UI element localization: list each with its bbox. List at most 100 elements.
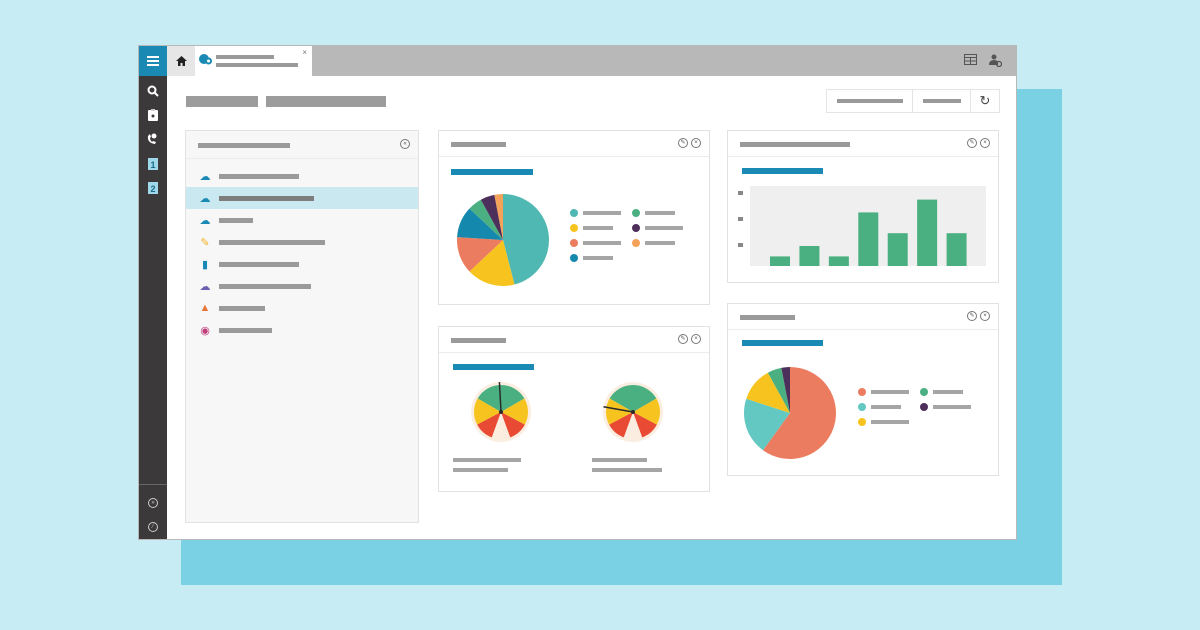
widget-bar-chart: ✎ × [727,130,999,283]
clipboard-icon [148,109,158,121]
list-item[interactable]: ▲ [186,297,418,319]
legend-item [570,254,632,262]
collapse-button[interactable]: » [139,491,167,515]
widget-header: ✎ × [728,304,998,330]
edit-widget-button[interactable]: ✎ [967,138,977,148]
legend-swatch [858,403,866,411]
pie-slice[interactable] [762,367,836,459]
bar[interactable] [946,233,967,266]
action-buttons: ↻ [826,89,1000,113]
collapse-panel-button[interactable]: « [400,139,410,149]
pie-slice[interactable] [457,208,503,240]
widget-title [740,142,850,147]
calendar-2-button[interactable]: 2 [139,175,167,199]
tab-close-button[interactable]: × [302,48,307,57]
compass-button[interactable]: ⁄ [139,515,167,539]
list-item[interactable]: ✎ [186,231,418,253]
close-widget-button[interactable]: × [980,138,990,148]
pie-slice[interactable] [746,372,790,413]
action-button-1[interactable] [827,90,913,112]
list-item[interactable]: ◉ [186,319,418,341]
compass-icon: ⁄ [148,522,158,532]
page-title [186,96,386,107]
pie-slice[interactable] [767,367,790,413]
edit-widget-button[interactable]: ✎ [967,311,977,321]
widget-header: ✎ × [439,327,709,353]
legend-swatch [920,388,928,396]
bar[interactable] [887,233,908,266]
gauge-1-caption-1 [453,458,521,462]
list-item[interactable]: ☁ [186,209,418,231]
legend-item [632,239,694,247]
search-button[interactable] [139,79,167,103]
bar[interactable] [828,256,849,266]
legend-item [858,418,920,426]
pie-slice[interactable] [480,194,503,240]
widget-title [451,338,506,343]
clipboard-button[interactable] [139,103,167,127]
calendar-1-button[interactable]: 1 [139,151,167,175]
close-widget-button[interactable]: × [691,138,701,148]
list-item[interactable]: ☁ [186,275,418,297]
widget-header: ✎ × [728,131,998,157]
pie-slice[interactable] [744,398,790,451]
list-item[interactable]: ▮ [186,253,418,275]
menu-button[interactable] [139,46,167,76]
legend-label [871,405,901,409]
pie-legend [858,388,982,426]
action-button-2-label [922,99,961,103]
legend-label [645,226,683,230]
pie-slice[interactable] [494,194,503,240]
pie-slice[interactable] [781,367,790,413]
search-icon [147,85,159,97]
legend-label [583,256,613,260]
legend-label [645,241,675,245]
legend-item [858,388,920,396]
legend-label [933,390,963,394]
legend-item [632,224,694,232]
widget-pie-chart-2: ✎ × [727,303,999,476]
pie-slice[interactable] [503,194,549,285]
legend-swatch [570,224,578,232]
refresh-button[interactable]: ↻ [971,90,999,112]
cloud-icon [199,54,212,65]
edit-widget-button[interactable]: ✎ [678,334,688,344]
list-item-label [219,283,311,289]
close-widget-button[interactable]: × [691,334,701,344]
phone-user-button[interactable] [139,127,167,151]
bar-chart [738,186,986,266]
app-window: 1 2 » ⁄ × [138,45,1017,540]
tab-home[interactable] [167,46,195,76]
document-icon: ▮ [201,258,209,271]
wrench-icon: ✎ [200,236,210,249]
pie-slice[interactable] [469,199,503,240]
list-item[interactable]: ☁ [186,187,418,209]
gauge-needle [498,382,502,413]
close-widget-button[interactable]: × [980,311,990,321]
tab-active[interactable]: × [195,46,312,76]
bar[interactable] [799,246,820,266]
bar[interactable] [917,199,938,266]
phone-user-icon [147,133,157,144]
bar[interactable] [770,256,790,266]
bar[interactable] [858,212,879,266]
legend-label [871,390,909,394]
action-button-2[interactable] [913,90,971,112]
legend-label [583,226,613,230]
legend-swatch [858,388,866,396]
edit-widget-button[interactable]: ✎ [678,138,688,148]
network-cloud-icon: ☁ [199,280,211,293]
refresh-icon: ↻ [979,93,991,108]
pie-slice[interactable] [469,240,515,286]
legend-swatch [570,209,578,217]
widget-subtitle [453,364,534,370]
list-item-label [219,305,265,311]
legend-item [632,209,694,217]
legend-swatch [632,209,640,217]
user-settings-icon[interactable] [989,54,1002,67]
cloud-icon: ☁ [199,192,211,205]
calendar-grid-icon[interactable] [964,54,977,65]
pie-slice[interactable] [457,237,503,272]
list-panel-title [198,143,290,148]
list-item[interactable]: ☁ [186,165,418,187]
